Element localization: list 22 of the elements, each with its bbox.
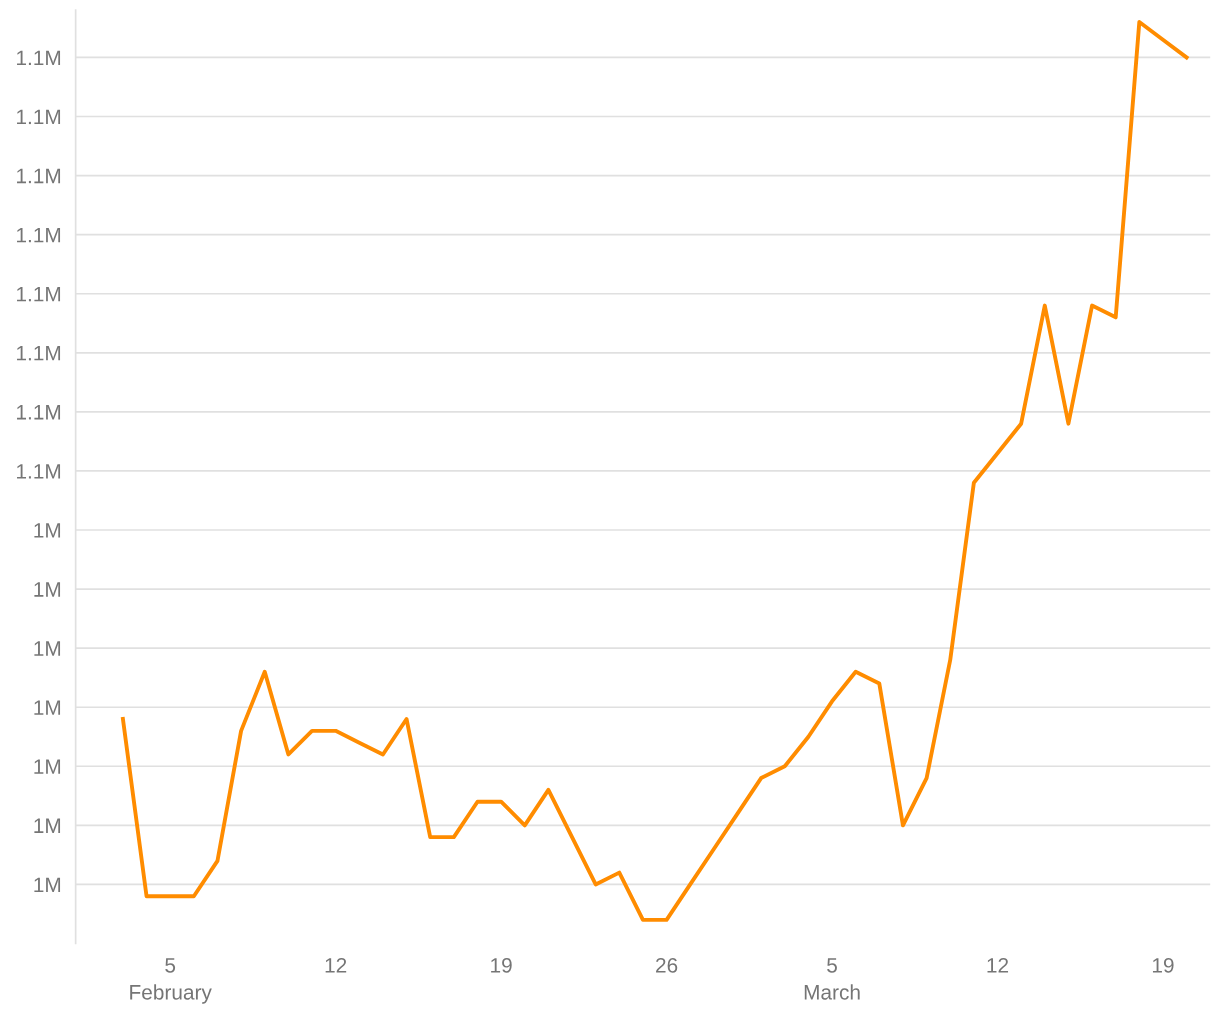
x-tick-label: 19 bbox=[1152, 957, 1174, 973]
y-tick-label: 1M bbox=[34, 877, 61, 892]
y-tick-label: 1.1M bbox=[17, 286, 61, 302]
y-tick-label: 1M bbox=[34, 700, 61, 715]
y-tick-label: 1.1M bbox=[17, 50, 61, 65]
y-tick-label: 1.1M bbox=[17, 109, 61, 125]
y-tick-label: 1.1M bbox=[17, 168, 61, 184]
y-tick-label: 1M bbox=[34, 818, 61, 833]
y-tick-label: 1.1M bbox=[17, 464, 61, 479]
y-tick-label: 1M bbox=[34, 582, 61, 597]
x-tick-label: 19 bbox=[491, 957, 512, 973]
y-tick-label: 1M bbox=[34, 523, 61, 538]
y-tick-label: 1.1M bbox=[17, 405, 61, 420]
y-tick-label: 1M bbox=[34, 759, 61, 774]
x-tick-label: 5 March bbox=[804, 958, 860, 1000]
x-tick-label: 5 February bbox=[130, 958, 212, 1004]
x-tick-label: 26 bbox=[656, 957, 678, 973]
y-tick-label: 1.1M bbox=[17, 346, 61, 361]
y-tick-label: 1.1M bbox=[17, 227, 61, 243]
y-tick-label: 1M bbox=[34, 641, 61, 656]
x-tick-label: 12 bbox=[987, 957, 1009, 973]
x-tick-label: 12 bbox=[325, 957, 347, 973]
